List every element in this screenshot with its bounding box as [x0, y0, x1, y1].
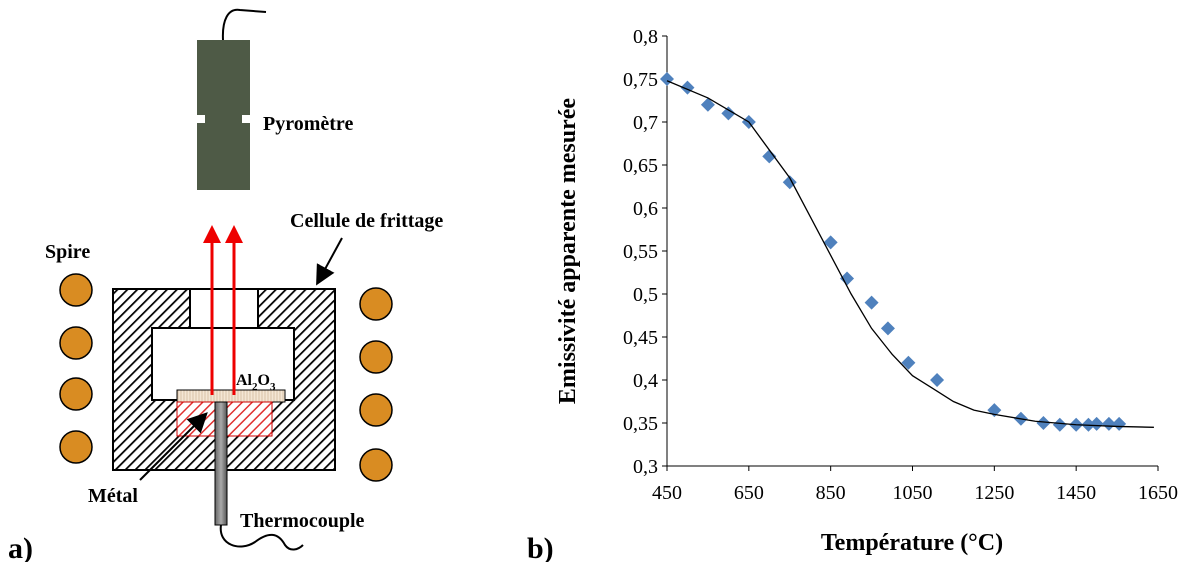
notch	[197, 115, 205, 123]
arrow	[139, 412, 208, 481]
y-tick-label: 0,5	[633, 284, 658, 306]
thermocouple	[214, 401, 228, 526]
cable	[221, 8, 267, 41]
y-tick-label: 0,35	[623, 413, 658, 435]
y-tick-label: 0,45	[623, 327, 658, 349]
fit-line	[666, 80, 1154, 428]
x-tick-label: 450	[652, 482, 682, 504]
y-tick-label: 0,6	[633, 198, 658, 220]
pyrometer	[197, 40, 250, 190]
notch	[242, 115, 250, 123]
data-point	[880, 321, 895, 336]
x-tick-label: 1250	[974, 482, 1014, 504]
x-tick-label: 1050	[893, 482, 933, 504]
y-tick-label: 0,8	[633, 26, 658, 48]
data-point	[700, 97, 715, 112]
data-point	[1036, 416, 1051, 430]
metal-label: Métal	[88, 485, 138, 507]
data-point	[1052, 417, 1067, 432]
data-point	[1089, 416, 1104, 431]
data-point	[840, 271, 855, 286]
x-tick-label: 650	[734, 482, 764, 504]
cavity	[151, 327, 295, 401]
coil-label: Spire	[45, 241, 90, 263]
wire	[219, 524, 304, 551]
data-point	[864, 295, 879, 310]
cell-label: Cellule de frittage	[290, 210, 443, 232]
x-tick-label: 850	[816, 482, 846, 504]
opening	[189, 288, 259, 330]
data-point	[823, 235, 838, 250]
thermocouple-label: Thermocouple	[240, 510, 365, 532]
chart: b) Température (°C) Emissivité apparente…	[527, 26, 1178, 562]
data-point	[660, 72, 674, 86]
x-tick-label: 1650	[1138, 482, 1178, 504]
x-tick-label: 1450	[1056, 482, 1096, 504]
y-tick-label: 0,65	[623, 155, 658, 177]
data-point	[901, 355, 916, 370]
y-tick-label: 0,75	[623, 69, 658, 91]
diagram: Pyromètre Cellule de frittage Spire Al2O…	[8, 8, 443, 562]
plate-label: Al2O3	[236, 372, 276, 393]
data-point	[762, 149, 777, 164]
data-point	[721, 106, 736, 121]
pyrometer-label: Pyromètre	[263, 113, 353, 135]
y-tick-label: 0,55	[623, 241, 658, 263]
y-tick-label: 0,3	[633, 456, 658, 478]
plate	[176, 389, 286, 403]
data-point	[930, 373, 945, 387]
data-point	[1101, 416, 1116, 431]
y-axis-label: Emissivité apparente mesurée	[555, 98, 581, 405]
panel-label: a)	[8, 532, 33, 562]
x-axis-label: Température (°C)	[821, 530, 1003, 556]
data-point	[1112, 416, 1127, 431]
panel-label: b)	[527, 532, 554, 562]
arrow	[316, 237, 343, 286]
y-tick-label: 0,7	[633, 112, 658, 134]
y-tick-label: 0,4	[633, 370, 658, 392]
coils	[59, 273, 393, 482]
